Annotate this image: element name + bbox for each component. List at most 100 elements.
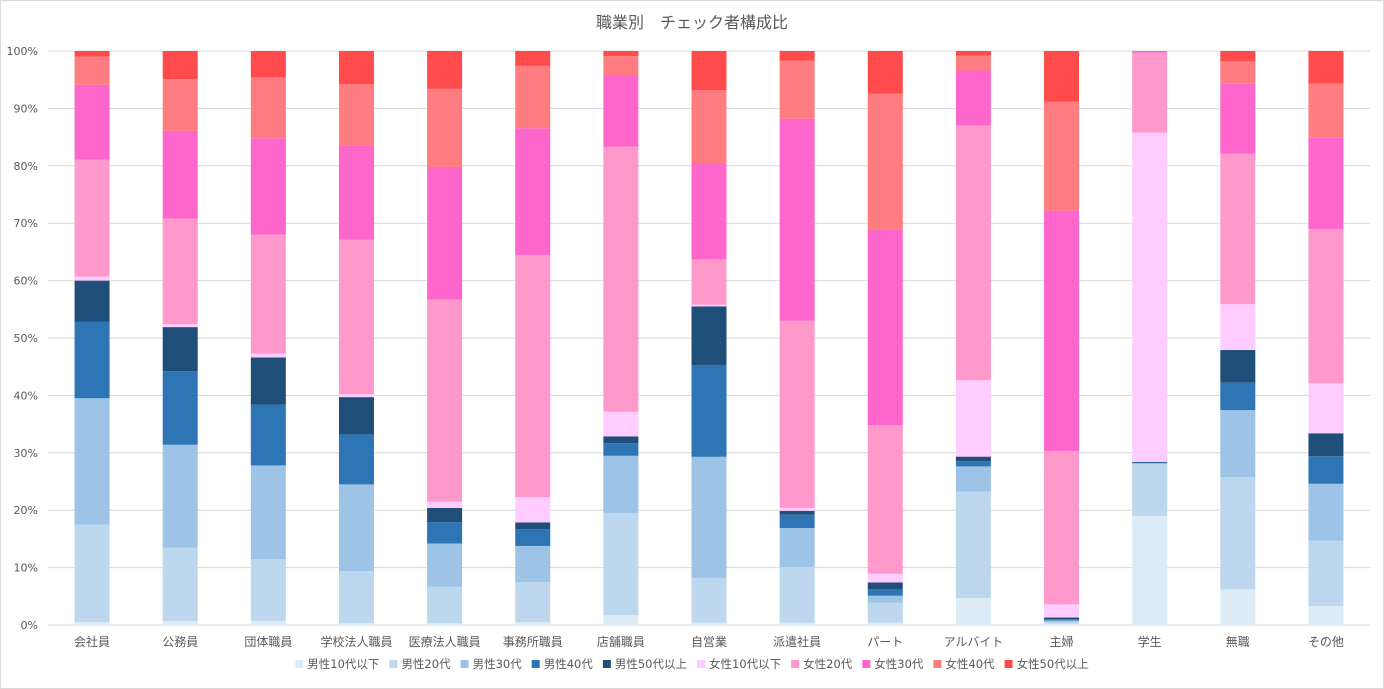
bar-segment — [1220, 83, 1256, 154]
bar-segment — [867, 229, 903, 426]
bar-segment — [779, 60, 815, 119]
bar-segment — [515, 51, 551, 66]
bar-segment — [1220, 410, 1256, 478]
y-axis-ticks: 0% 10% 20% 30% 40% 50% 60% 70% 80% 90% 100% — [7, 45, 38, 632]
x-category-label: 主婦 — [1050, 634, 1074, 649]
bar-segment — [515, 522, 551, 530]
x-category-label: 学生 — [1138, 634, 1162, 649]
legend-swatch — [531, 660, 540, 668]
legend-item: 男性30代 — [460, 657, 523, 671]
bar-segment — [1220, 153, 1256, 305]
bar-segment — [1044, 617, 1080, 620]
legend-swatch — [933, 660, 942, 668]
bar-segment — [162, 130, 198, 219]
bar-segment — [603, 615, 639, 625]
bar-segment — [162, 547, 198, 621]
bar-segment — [162, 51, 198, 80]
bar-segment — [955, 55, 991, 71]
bar-segment — [867, 582, 903, 590]
bar-segment — [250, 234, 286, 354]
legend-label: 男性30代 — [473, 657, 523, 671]
bar-segment — [338, 239, 374, 395]
bar-segment — [74, 276, 110, 281]
legend-swatch — [602, 660, 611, 668]
bar-segment — [955, 125, 991, 381]
bar-segment — [74, 321, 110, 399]
bar-segment — [515, 65, 551, 129]
bar-segment — [74, 622, 110, 625]
bar-segment — [1220, 589, 1256, 625]
bar-segment — [1220, 304, 1256, 351]
bar-segment — [515, 128, 551, 255]
legend-item: 女性30代 — [862, 657, 924, 671]
bar-segment — [867, 573, 903, 583]
legend-swatch — [791, 660, 800, 668]
bar-segment — [1308, 383, 1344, 434]
bar-segment — [250, 77, 286, 139]
legend-label: 女性50代以上 — [1017, 657, 1089, 671]
bar-segment — [338, 434, 374, 485]
bar-segment — [1132, 515, 1168, 625]
legend: 男性10代以下 男性20代 男性30代 男性40代 男性50代以上 女性10代以下 女性20… — [295, 657, 1089, 671]
legend-label: 女性40代 — [945, 657, 995, 671]
bar-segment — [691, 456, 727, 578]
bar-segment — [691, 364, 727, 457]
bar-segment — [603, 512, 639, 616]
bar-segment — [867, 93, 903, 230]
bar-segment — [1308, 83, 1344, 138]
bar-segment — [955, 51, 991, 56]
bar-segment — [1044, 604, 1080, 618]
bar-segment — [867, 589, 903, 596]
x-category-label: 店舗職員 — [597, 635, 645, 649]
y-tick-label: 10% — [14, 562, 38, 575]
x-category-label: 学校法人職員 — [320, 634, 392, 649]
bar-segment — [1308, 51, 1344, 84]
y-tick-label: 70% — [14, 217, 38, 230]
bar-segment — [867, 425, 903, 574]
bar-segment — [867, 51, 903, 94]
y-tick-label: 80% — [14, 160, 38, 173]
bar-segment — [162, 218, 198, 325]
bar-segment — [1044, 622, 1080, 624]
legend-item: 男性20代 — [389, 657, 451, 671]
chart-title: 職業別 チェック者構成比 — [596, 13, 788, 32]
x-category-label: 自営業 — [691, 635, 727, 649]
x-category-label: 事務所職員 — [503, 635, 563, 649]
bar-segment — [691, 306, 727, 365]
legend-label: 女性30代 — [874, 657, 924, 671]
bar-segment — [74, 56, 110, 85]
bar-segment — [427, 166, 463, 300]
bar-segment — [1308, 433, 1344, 457]
legend-swatch — [1004, 660, 1013, 668]
bar-segment — [603, 56, 639, 76]
bar-segment — [955, 597, 991, 625]
bar-segment — [250, 620, 286, 625]
bar-segment — [338, 397, 374, 435]
bars — [74, 51, 1344, 625]
bar-segment — [779, 118, 815, 321]
bar-segment — [1044, 620, 1080, 623]
bar-segment — [1308, 228, 1344, 384]
bar-segment — [1220, 61, 1256, 84]
bar-segment — [338, 571, 374, 624]
bar-segment — [162, 324, 198, 328]
x-category-label: 派遣社員 — [773, 634, 821, 649]
bar-segment — [691, 259, 727, 305]
bar-segment — [338, 145, 374, 240]
bar-segment — [691, 577, 727, 623]
bar-segment — [1132, 464, 1168, 516]
bar-segment — [1308, 483, 1344, 541]
bar-segment — [779, 622, 815, 625]
bar-segment — [779, 507, 815, 511]
bar-segment — [1132, 463, 1168, 465]
bar-segment — [691, 90, 727, 164]
bar-segment — [427, 507, 463, 523]
bar-segment — [338, 484, 374, 572]
bar-segment — [603, 443, 639, 456]
bar-segment — [1132, 461, 1168, 463]
bar-segment — [1308, 137, 1344, 229]
bar-segment — [338, 394, 374, 398]
bar-segment — [74, 159, 110, 277]
bar-segment — [1044, 623, 1080, 625]
